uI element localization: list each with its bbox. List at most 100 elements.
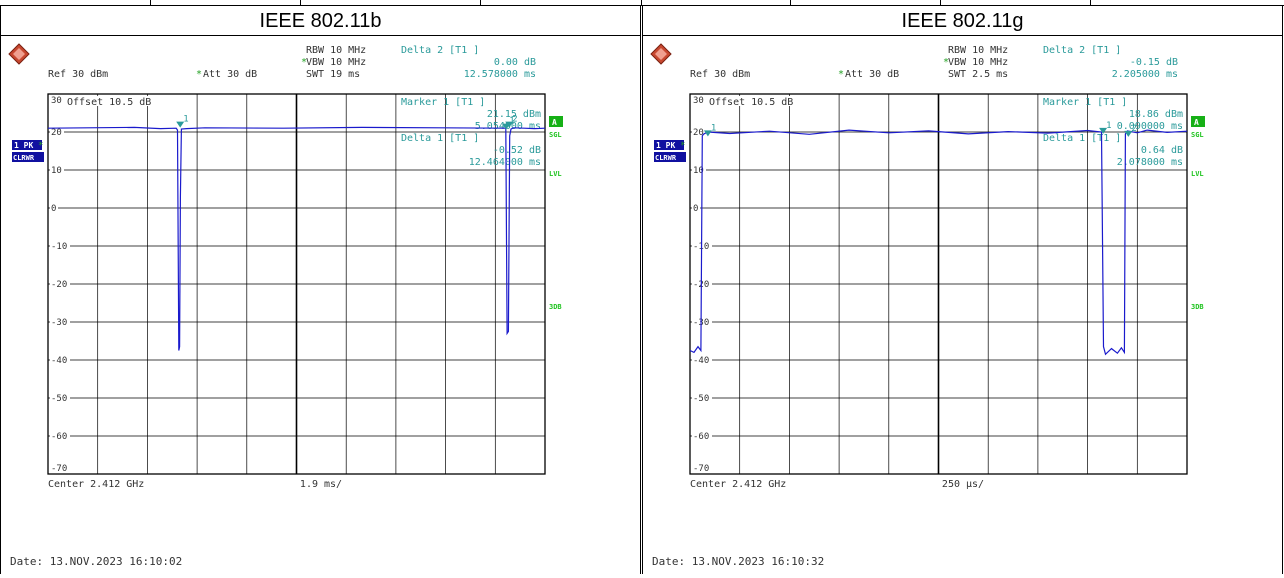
lvl-label: LVL	[1191, 170, 1204, 178]
rbw-label: RBW 10 MHz	[948, 45, 1008, 56]
lvl-label: LVL	[549, 170, 562, 178]
mode-label: CLRWR	[655, 154, 677, 162]
date-label: Date: 13.NOV.2023 16:10:02	[10, 555, 182, 568]
top-border	[0, 0, 1284, 6]
tick-label-bg	[692, 95, 706, 105]
vbw-star: *	[943, 57, 949, 68]
y-tick-label: -70	[51, 464, 67, 474]
marker-triangle	[176, 121, 185, 128]
y-tick-label: 30	[51, 96, 62, 106]
delta2-time: 12.578000 ms	[464, 69, 536, 80]
tick-label-bg	[50, 317, 70, 327]
a-badge	[1191, 116, 1205, 127]
y-tick-label: -60	[693, 432, 709, 442]
tick-label-bg	[50, 463, 70, 473]
vbw-label: VBW 10 MHz	[948, 57, 1008, 68]
tick-label-bg	[692, 279, 712, 289]
mode-label: CLRWR	[13, 154, 35, 162]
y-tick-label: 0	[693, 204, 698, 214]
tick-label-bg	[50, 355, 70, 365]
att-star: *	[196, 69, 202, 80]
delta1-time: 12.464000 ms	[469, 157, 541, 168]
tick-label-bg	[50, 203, 58, 213]
offset-label: Offset 10.5 dB	[709, 97, 793, 108]
y-tick-label: -40	[693, 356, 709, 366]
y-tick-label: 10	[693, 166, 704, 176]
marker-triangle	[1124, 130, 1133, 137]
tick-label-bg	[692, 203, 700, 213]
y-tick-label: -70	[693, 464, 709, 474]
y-tick-label: -20	[51, 280, 67, 290]
att-label: Att 30 dB	[845, 69, 899, 80]
tick-label-bg	[50, 95, 64, 105]
y-tick-label: -50	[51, 394, 67, 404]
panel-title: IEEE 802.11g	[643, 6, 1282, 36]
swt-label: SWT 2.5 ms	[948, 69, 1008, 80]
y-tick-label: -40	[51, 356, 67, 366]
y-tick-label: 20	[51, 128, 62, 138]
delta2-label: Delta 2 [T1 ]	[1043, 45, 1121, 56]
marker-label: 2	[512, 115, 517, 125]
trace-star: *	[680, 141, 685, 151]
a-badge	[549, 116, 563, 127]
marker-triangle	[1099, 127, 1108, 134]
delta1-label: Delta 1 [T1 ]	[401, 133, 479, 144]
att-label: Att 30 dB	[203, 69, 257, 80]
tick-label-bg	[50, 127, 64, 137]
mode-badge	[654, 152, 686, 162]
marker1-time: 0.090000 ms	[1117, 121, 1183, 132]
marker1-label: Marker 1 [T1 ]	[401, 97, 485, 108]
delta2-value: 0.00 dB	[494, 57, 536, 68]
marker-label: 2	[1131, 124, 1136, 134]
a-label: A	[1194, 118, 1199, 127]
vbw-star: *	[301, 57, 307, 68]
delta1-value: 0.64 dB	[1141, 145, 1183, 156]
trace-label: 1 PK	[14, 141, 33, 150]
marker1-value: 18.86 dBm	[1129, 109, 1183, 120]
trace-line	[689, 129, 1188, 356]
delta1-label: Delta 1 [T1 ]	[1043, 133, 1121, 144]
trace-badge	[654, 140, 684, 150]
swt-label: SWT 19 ms	[306, 69, 360, 80]
marker-label: 1	[711, 123, 716, 133]
offset-bg	[709, 96, 819, 106]
delta1-value: -0.52 dB	[493, 145, 541, 156]
marker1-value: 21.15 dBm	[487, 109, 541, 120]
tick-label-bg	[692, 127, 706, 137]
tick-label-bg	[692, 317, 712, 327]
panel-title: IEEE 802.11b	[1, 6, 640, 36]
tick-label-bg	[692, 463, 712, 473]
y-tick-label: 30	[693, 96, 704, 106]
rbw-label: RBW 10 MHz	[306, 45, 366, 56]
center-label: Center 2.412 GHz	[48, 479, 144, 490]
threedb-label: 3DB	[1191, 303, 1204, 311]
marker-label: 1	[509, 117, 514, 127]
panel-80211g: IEEE 802.11g RBW 10 MHz * VBW 10 MHz SWT 2.…	[642, 6, 1283, 574]
mode-badge	[12, 152, 44, 162]
y-tick-label: -30	[51, 318, 67, 328]
att-star: *	[838, 69, 844, 80]
tick-label-bg	[50, 431, 70, 441]
analyzer-screenshot: RBW 10 MHz * VBW 10 MHz SWT 2.5 ms Ref 30 dB…	[643, 36, 1282, 574]
marker-label: 1	[1106, 121, 1111, 131]
trace-line	[47, 126, 546, 351]
threedb-label: 3DB	[549, 303, 562, 311]
analyzer-screenshot: RBW 10 MHz * VBW 10 MHz SWT 19 ms Ref 30 dBm…	[1, 36, 640, 574]
rs-logo-icon	[655, 48, 667, 60]
marker1-label: Marker 1 [T1 ]	[1043, 97, 1127, 108]
ref-label: Ref 30 dBm	[48, 69, 108, 80]
rs-logo-icon	[13, 48, 25, 60]
tick-label-bg	[50, 241, 70, 251]
tick-label-bg	[692, 431, 712, 441]
center-label: Center 2.412 GHz	[690, 479, 786, 490]
span-div-label: 250 µs/	[942, 479, 984, 490]
y-tick-label: -60	[51, 432, 67, 442]
trace-star: *	[38, 141, 43, 151]
tick-label-bg	[50, 393, 70, 403]
a-label: A	[552, 118, 557, 127]
y-tick-label: 20	[693, 128, 704, 138]
delta2-time: 2.205000 ms	[1112, 69, 1178, 80]
delta2-value: -0.15 dB	[1130, 57, 1178, 68]
